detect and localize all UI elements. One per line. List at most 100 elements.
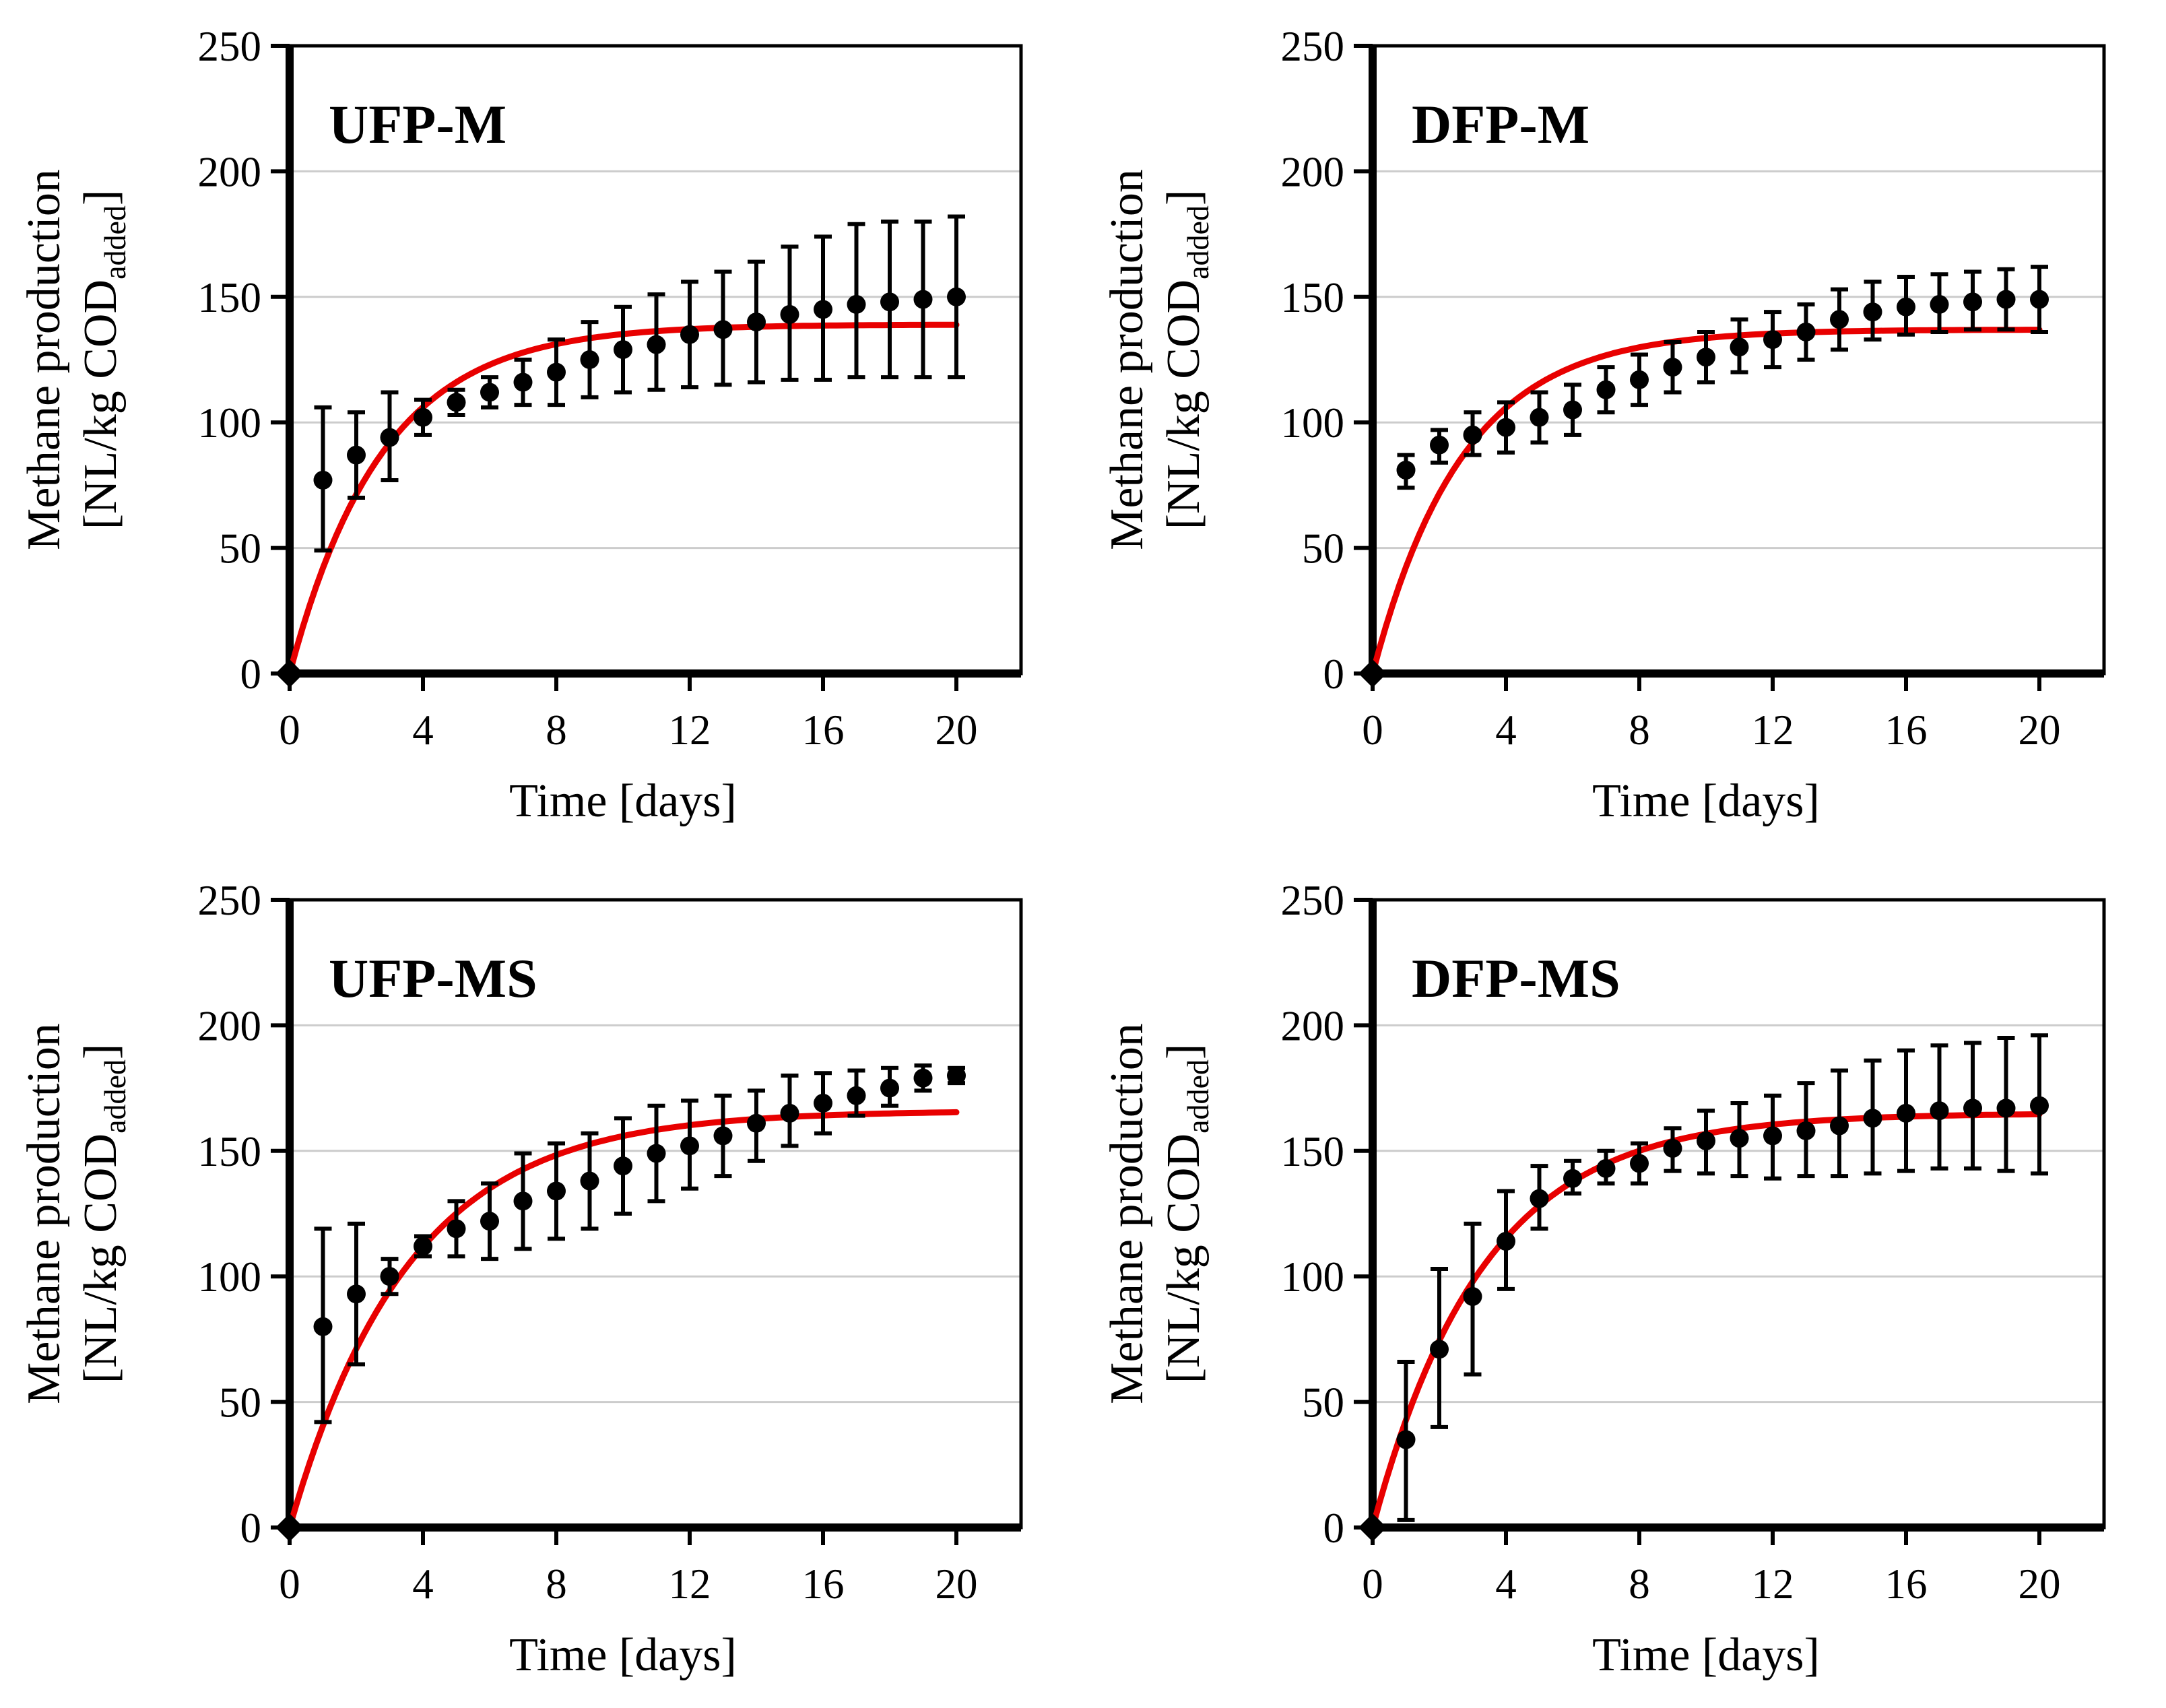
x-axis-title: Time [days] [509, 775, 737, 827]
y-axis-title-bracket: ] [75, 1044, 127, 1059]
y-axis-title-line2: [NL/kg CODadded] [75, 190, 132, 530]
data-point [347, 1284, 366, 1304]
data-point [547, 362, 566, 382]
data-point [1563, 1169, 1582, 1188]
data-point [780, 1103, 799, 1123]
x-tick-label: 12 [669, 707, 711, 754]
x-tick-label: 8 [1629, 707, 1650, 754]
x-axis-title: Time [days] [509, 1629, 737, 1681]
data-point [414, 1237, 432, 1256]
data-point [480, 1212, 499, 1231]
chart-panel-dfp-ms: 0 50 100 150 200 250 0 4 8 12 16 20 Time [days] Metha… [1083, 854, 2166, 1708]
x-tick-label: 4 [1495, 707, 1517, 754]
data-point [1697, 348, 1715, 367]
data-point [1530, 407, 1549, 427]
data-point [680, 1136, 699, 1156]
y-axis-title-unit: [NL/kg COD [1158, 280, 1210, 529]
data-point [447, 393, 466, 412]
data-point [713, 320, 733, 339]
x-tick-label: 16 [802, 1561, 845, 1608]
x-tick-label: 8 [546, 1561, 567, 1608]
data-point [1796, 1121, 1816, 1140]
data-point [647, 335, 666, 354]
data-point [1497, 1232, 1515, 1251]
data-point [1996, 1098, 2016, 1118]
y-tick-label: 50 [219, 1379, 261, 1426]
y-tick-label: 150 [198, 274, 262, 321]
y-tick-label: 50 [1302, 1379, 1344, 1426]
y-axis-title-unit: [NL/kg COD [75, 280, 127, 529]
x-tick-label: 20 [2019, 707, 2061, 754]
data-point [713, 1126, 733, 1146]
data-point [1763, 1126, 1782, 1146]
data-point [1830, 310, 1849, 329]
x-tick-label: 0 [279, 707, 300, 754]
data-point [1930, 294, 1949, 314]
data-point [814, 1093, 832, 1113]
data-point [1396, 1430, 1416, 1449]
data-point [313, 470, 333, 490]
y-tick-label: 150 [1281, 274, 1345, 321]
data-point [1563, 400, 1582, 420]
y-tick-label: 100 [1281, 399, 1345, 447]
y-tick-label: 200 [198, 1002, 262, 1049]
data-point [1396, 461, 1416, 480]
chart-dfp-ms: 0 50 100 150 200 250 0 4 8 12 16 20 Time [days] Metha… [1101, 877, 2106, 1681]
chart-dfp-m: 0 50 100 150 200 250 0 4 8 12 16 20 Time [days] Metha… [1101, 23, 2106, 827]
data-point [1730, 1129, 1749, 1148]
data-point [814, 300, 832, 319]
data-point [780, 304, 799, 324]
panel-title: DFP-M [1412, 94, 1589, 155]
data-point [1963, 292, 1982, 312]
x-tick-label: 16 [1885, 707, 1928, 754]
y-axis-title-subscript: added [98, 205, 132, 280]
x-tick-label: 8 [546, 707, 567, 754]
data-point [1963, 1098, 1982, 1118]
panel-title: DFP-MS [1412, 948, 1620, 1009]
y-tick-label: 200 [1281, 1002, 1345, 1049]
y-tick-label: 200 [1281, 148, 1345, 195]
data-point [847, 294, 866, 314]
data-point [547, 1181, 566, 1201]
y-tick-label: 150 [198, 1128, 262, 1175]
y-tick-label: 100 [198, 1253, 262, 1301]
y-tick-label: 250 [1281, 23, 1345, 70]
data-point [1430, 1340, 1449, 1359]
origin-marker [275, 1513, 304, 1542]
data-point [1497, 418, 1515, 437]
data-point [580, 350, 599, 369]
data-point [1830, 1116, 1849, 1136]
x-tick-label: 0 [1362, 1561, 1383, 1608]
x-tick-label: 12 [669, 1561, 711, 1608]
data-point [680, 325, 699, 344]
x-axis-title: Time [days] [1592, 775, 1820, 827]
data-point [1730, 337, 1749, 357]
data-point [1897, 297, 1915, 317]
data-point [1596, 1158, 1616, 1178]
y-axis-title-subscript: added [98, 1059, 132, 1134]
y-tick-label: 0 [1323, 651, 1345, 698]
data-point [513, 372, 533, 392]
x-tick-label: 8 [1629, 1561, 1650, 1608]
x-tick-label: 16 [1885, 1561, 1928, 1608]
x-tick-label: 0 [279, 1561, 300, 1608]
data-point [1530, 1189, 1549, 1208]
data-point [1863, 1109, 1882, 1128]
y-axis-title-bracket: ] [1158, 1044, 1210, 1059]
data-point [414, 407, 432, 427]
x-axis-title: Time [days] [1592, 1629, 1820, 1681]
data-point [747, 313, 766, 332]
y-axis-title-subscript: added [1181, 205, 1215, 280]
y-axis-title-line1: Methane production [1101, 1023, 1153, 1404]
data-point [947, 1065, 966, 1085]
data-point [913, 1068, 933, 1088]
data-point [614, 1156, 632, 1176]
origin-marker [275, 659, 304, 688]
data-point [647, 1144, 666, 1163]
data-point [747, 1113, 766, 1133]
data-point [447, 1219, 466, 1239]
data-point [313, 1317, 333, 1336]
y-axis-title-bracket: ] [1158, 190, 1210, 205]
y-axis-title-unit: [NL/kg COD [1158, 1134, 1210, 1383]
